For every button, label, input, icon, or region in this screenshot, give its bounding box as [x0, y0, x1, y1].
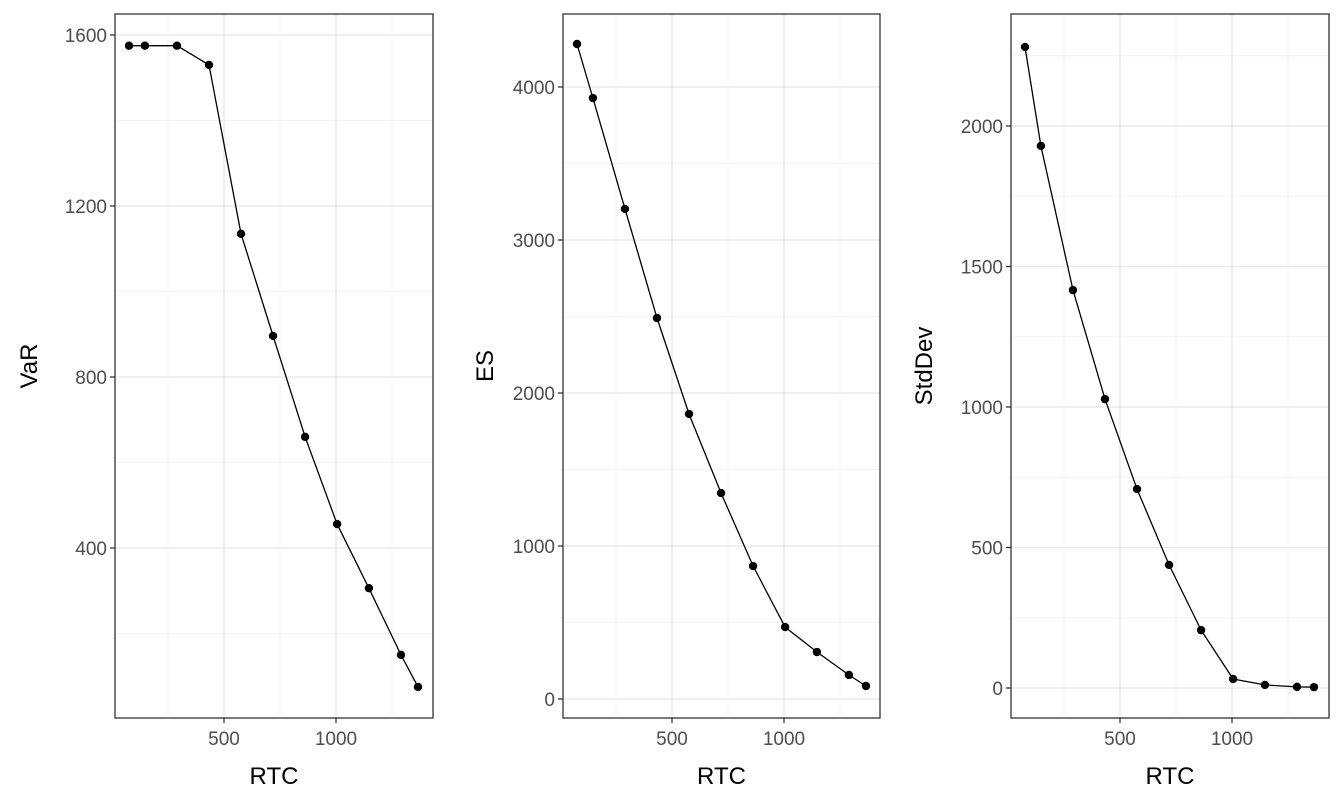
data-point: [588, 93, 598, 103]
minor-gridlines: [563, 14, 880, 718]
plot-background: [115, 14, 433, 718]
x-axis: 500 1000: [208, 718, 357, 750]
y-tick-label: 800: [75, 368, 107, 389]
data-point: [204, 60, 214, 70]
panel-border: [562, 13, 881, 719]
y-tick-label: 400: [75, 539, 107, 560]
y-tick-label: 1500: [961, 258, 1003, 279]
data-point: [1068, 285, 1078, 295]
minor-gridlines: [1011, 14, 1329, 718]
y-tick-label: 1200: [65, 197, 107, 218]
data-point: [861, 681, 871, 691]
panel-es: 0 1000 2000 3000 4000 500 1000 RTC ES: [472, 13, 881, 790]
data-point: [572, 39, 582, 49]
y-axis-title: StdDev: [911, 327, 938, 406]
y-tick-label: 1600: [65, 26, 107, 47]
y-tick-label: 2000: [513, 384, 555, 405]
y-tick-label: 0: [992, 679, 1003, 700]
y-tick-label: 2000: [961, 117, 1003, 138]
y-tick-label: 3000: [513, 231, 555, 252]
data-point: [1309, 682, 1319, 692]
data-point: [268, 331, 278, 341]
x-axis-title: RTC: [250, 763, 299, 790]
x-tick-label: 500: [656, 729, 688, 750]
panel-stddev: 0 500 1000 1500 2000 500 1000 RTC StdDev: [911, 13, 1330, 790]
data-point: [1228, 674, 1238, 684]
x-axis-title: RTC: [697, 763, 746, 790]
panel-var: 400 800 1200 1600 500 1000 RTC VaR: [16, 13, 434, 790]
y-tick-label: 4000: [513, 78, 555, 99]
y-axis: 0 1000 2000 3000 4000: [513, 78, 563, 711]
data-point: [1164, 560, 1174, 570]
x-axis: 500 1000: [656, 718, 805, 750]
data-point: [332, 519, 342, 529]
x-tick-label: 1000: [763, 729, 805, 750]
y-tick-label: 0: [544, 690, 555, 711]
y-axis: 400 800 1200 1600: [65, 26, 115, 560]
data-point: [1196, 625, 1206, 635]
data-points: [124, 41, 423, 692]
y-tick-label: 1000: [513, 537, 555, 558]
data-point: [413, 682, 423, 692]
data-point: [812, 647, 822, 657]
y-axis-title: ES: [472, 350, 499, 382]
data-point: [716, 488, 726, 498]
x-tick-label: 500: [1104, 729, 1136, 750]
x-tick-label: 500: [208, 729, 240, 750]
panel-border: [114, 13, 434, 719]
y-tick-label: 500: [971, 539, 1003, 560]
data-point: [1036, 141, 1046, 151]
data-point: [236, 229, 246, 238]
data-point: [780, 622, 790, 632]
data-point: [844, 670, 854, 680]
x-tick-label: 1000: [315, 729, 357, 750]
minor-gridlines: [115, 14, 433, 718]
data-points: [572, 39, 871, 691]
data-point: [1292, 682, 1302, 692]
y-axis: 0 500 1000 1500 2000: [961, 117, 1011, 700]
data-points: [1020, 42, 1319, 692]
data-point: [1100, 394, 1110, 404]
data-point: [684, 409, 694, 419]
major-gridlines: [1011, 14, 1329, 718]
x-tick-label: 1000: [1211, 729, 1253, 750]
data-point: [364, 583, 374, 593]
y-axis-title: VaR: [16, 344, 43, 389]
x-axis: 500 1000: [1104, 718, 1253, 750]
major-gridlines: [563, 14, 880, 718]
major-gridlines: [115, 14, 433, 718]
data-point: [140, 41, 150, 50]
data-point: [620, 204, 630, 214]
data-point: [172, 41, 182, 50]
data-point: [748, 561, 758, 571]
data-point: [396, 650, 406, 660]
panel-border: [1010, 13, 1330, 719]
data-point: [1132, 484, 1142, 494]
data-point: [1260, 680, 1270, 690]
x-axis-title: RTC: [1146, 763, 1195, 790]
plot-background: [1011, 14, 1329, 718]
data-point: [124, 41, 134, 50]
data-point: [652, 313, 662, 323]
y-tick-label: 1000: [961, 398, 1003, 419]
data-point: [300, 432, 310, 442]
plot-background: [563, 14, 880, 718]
data-point: [1020, 42, 1030, 52]
